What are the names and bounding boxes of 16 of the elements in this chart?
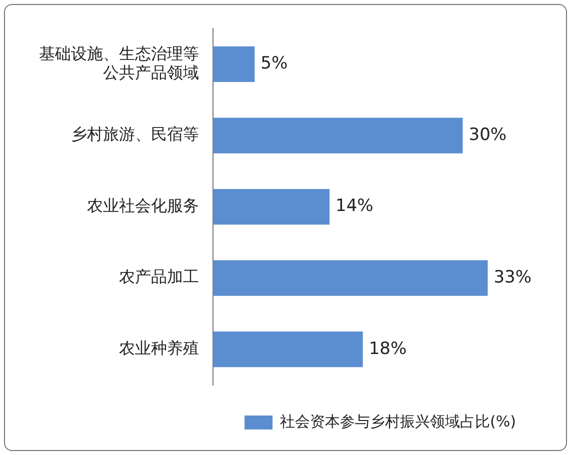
- data-label: 33%: [494, 268, 532, 288]
- bar: [213, 188, 330, 225]
- legend-label: 社会资本参与乡村振兴领域占比(%): [280, 412, 516, 430]
- bar: [213, 260, 488, 296]
- y-tick-label: 农业社会化服务: [87, 196, 199, 215]
- bar: [213, 118, 463, 154]
- y-tick-label: 农产品加工: [119, 267, 199, 286]
- data-label: 5%: [260, 54, 288, 74]
- data-label: 30%: [468, 124, 507, 145]
- data-label: 14%: [336, 196, 374, 216]
- bar: [213, 46, 255, 82]
- y-tick-label: 农业种养殖: [119, 338, 199, 358]
- y-tick-label: 基础设施、生态治理等公共产品领域: [39, 44, 199, 82]
- y-tick-label: 乡村旅游、民宿等: [71, 124, 199, 144]
- data-label: 18%: [368, 338, 407, 359]
- bar: [213, 332, 363, 368]
